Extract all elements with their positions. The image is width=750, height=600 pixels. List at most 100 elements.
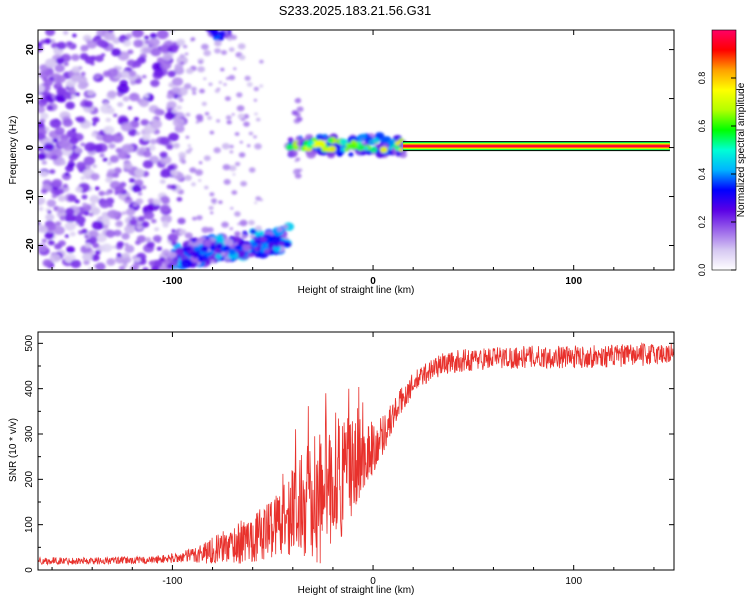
heatmap-x-axis-label: Height of straight line (km)	[298, 285, 415, 296]
heatmap-cell	[191, 182, 196, 187]
heatmap-cell	[101, 243, 113, 253]
heatmap-cell	[255, 117, 261, 122]
heatmap-cell	[203, 77, 207, 80]
heatmap-cell	[80, 142, 86, 147]
snr-plot-area	[38, 342, 674, 566]
heatmap-cell	[102, 70, 111, 78]
heatmap-cell	[277, 227, 283, 232]
heatmap-cell	[71, 74, 82, 83]
heatmap-cell	[113, 229, 122, 237]
heatmap-cell	[152, 82, 157, 87]
heatmap-cell	[221, 143, 230, 150]
heatmap-cell	[103, 31, 115, 41]
heatmap-cell	[254, 112, 258, 116]
heatmap-cell	[98, 190, 105, 197]
heatmap-cell	[42, 183, 50, 190]
heatmap-cell	[293, 150, 298, 154]
snr-series-line	[38, 342, 674, 566]
heatmap-cell	[38, 225, 49, 233]
heatmap-cell	[122, 96, 130, 102]
heatmap-cell	[232, 236, 242, 243]
heatmap-cell	[208, 205, 214, 211]
heatmap-cell	[56, 87, 67, 96]
heatmap-cell	[74, 147, 82, 154]
heatmap-cell	[150, 119, 162, 129]
heatmap-cell	[152, 198, 161, 205]
heatmap-cell	[92, 164, 98, 169]
heatmap-cell	[149, 32, 157, 39]
heatmap-cell	[198, 60, 204, 65]
heatmap-cell	[140, 119, 149, 126]
heatmap-cell	[181, 123, 185, 126]
heatmap-cell	[287, 149, 298, 158]
y-tick-label: 10	[25, 93, 36, 105]
heatmap-cell	[233, 67, 237, 70]
heatmap-cell	[143, 94, 149, 98]
heatmap-cell	[128, 70, 137, 77]
heatmap-cell	[103, 224, 109, 229]
heatmap-cell	[121, 211, 126, 215]
heatmap-cell	[108, 143, 116, 149]
heatmap-cell	[123, 256, 132, 263]
heatmap-cell	[127, 106, 133, 110]
heatmap-cell	[322, 134, 328, 139]
heatmap-cell	[223, 83, 227, 86]
y-tick-label: 20	[25, 44, 36, 56]
heatmap-cell	[70, 94, 76, 99]
heatmap-cell	[133, 39, 144, 48]
heatmap-cell	[242, 230, 248, 235]
heatmap-cell	[225, 115, 232, 120]
heatmap-cell	[112, 172, 120, 178]
y-tick-label: -20	[25, 238, 36, 253]
heatmap-cell	[46, 199, 57, 208]
heatmap-cell	[248, 167, 256, 173]
heatmap-cell	[223, 238, 234, 247]
heatmap-cell	[398, 138, 405, 143]
x-tick-label: -100	[162, 576, 182, 587]
heatmap-area	[38, 22, 670, 270]
y-tick-label: 300	[24, 425, 35, 442]
heatmap-cell	[175, 247, 183, 254]
heatmap-cell	[65, 101, 75, 110]
heatmap-cell	[45, 95, 53, 101]
heatmap-cell	[67, 41, 73, 46]
heatmap-cell	[49, 169, 56, 175]
heatmap-cell	[56, 75, 66, 83]
heatmap-cell	[136, 224, 144, 231]
x-tick-label: 100	[565, 276, 582, 287]
heatmap-cell	[81, 194, 88, 200]
heatmap-cell	[247, 144, 251, 148]
heatmap-cell	[306, 150, 316, 159]
heatmap-cell	[104, 127, 110, 131]
heatmap-cell	[39, 70, 50, 79]
heatmap-cell	[102, 133, 115, 144]
colorbar-tick-label: 0.6	[697, 120, 707, 133]
heatmap-cell	[142, 74, 147, 79]
heatmap-cell	[142, 267, 149, 270]
heatmap-cell	[106, 258, 116, 266]
heatmap-cell	[54, 64, 65, 73]
heatmap-cell	[63, 61, 69, 67]
heatmap-cell	[105, 117, 112, 123]
heatmap-cell	[369, 146, 378, 153]
heatmap-cell	[71, 66, 81, 74]
heatmap-cell	[162, 220, 169, 226]
heatmap-cell	[88, 212, 94, 217]
heatmap-cell	[107, 90, 117, 99]
heatmap-cell	[70, 259, 82, 269]
heatmap-cell	[398, 147, 404, 152]
heatmap-cell	[287, 137, 294, 142]
heatmap-cell	[221, 221, 229, 228]
heatmap-cell	[38, 197, 46, 205]
heatmap-cell	[135, 131, 141, 136]
heatmap-cell	[51, 154, 58, 160]
heatmap-cell	[62, 183, 69, 189]
heatmap-cell	[203, 155, 211, 161]
heatmap-cell	[222, 22, 230, 29]
heatmap-cell	[117, 84, 130, 94]
heatmap-cell	[184, 232, 193, 239]
heatmap-cell	[172, 77, 184, 86]
heatmap-cell	[64, 172, 70, 177]
heatmap-cell	[187, 144, 191, 148]
heatmap-cell	[114, 191, 119, 195]
